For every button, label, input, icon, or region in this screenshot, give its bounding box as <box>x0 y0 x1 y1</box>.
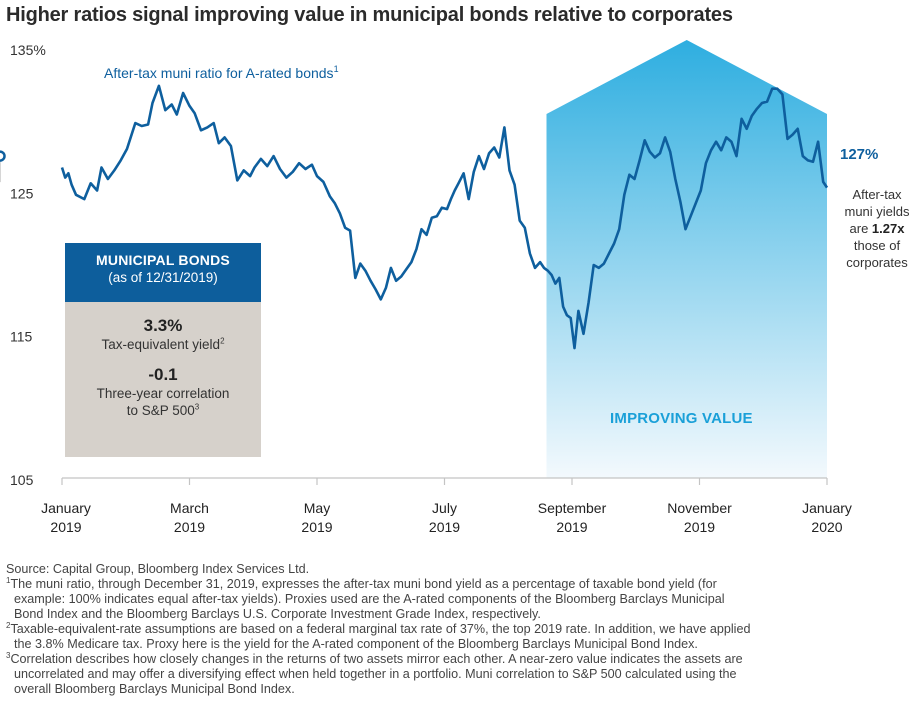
y-tick-label: 125 <box>10 185 34 201</box>
series-label: After-tax muni ratio for A-rated bonds1 <box>104 64 339 81</box>
x-tick-label-month: January <box>802 500 852 516</box>
correlation-value: -0.1 <box>148 365 178 384</box>
end-point-marker <box>0 150 6 162</box>
x-tick-label-year: 2020 <box>811 519 842 535</box>
footnotes: Source: Capital Group, Bloomberg Index S… <box>6 562 912 697</box>
y-tick-label: 115 <box>10 329 33 345</box>
footnote-3: 3Correlation describes how closely chang… <box>6 650 743 666</box>
x-tick-label-month: March <box>170 500 209 516</box>
source-note: Source: Capital Group, Bloomberg Index S… <box>6 562 310 576</box>
x-tick-label-month: September <box>538 500 607 516</box>
end-value-label: 127% <box>840 146 879 163</box>
stats-box-subheading: (as of 12/31/2019) <box>108 270 218 285</box>
municipal-bonds-stats-box: MUNICIPAL BONDS (as of 12/31/2019) 3.3% … <box>65 243 261 457</box>
chart-title: Higher ratios signal improving value in … <box>6 4 733 26</box>
tax-equivalent-yield-label: Tax-equivalent yield2 <box>101 336 225 352</box>
improving-value-region <box>546 40 827 478</box>
footnote-1-cont: Bond Index and the Bloomberg Barclays U.… <box>14 607 541 621</box>
x-tick-label-year: 2019 <box>684 519 715 535</box>
x-tick-label-year: 2019 <box>429 519 460 535</box>
footnote-1-cont: example: 100% indicates equal after-tax … <box>14 592 725 606</box>
ratio-callout: After-tax muni yields are 1.27x those of… <box>838 186 916 271</box>
x-tick-label-year: 2019 <box>50 519 81 535</box>
tax-equivalent-yield-value: 3.3% <box>143 316 183 335</box>
stats-box-body: 3.3% Tax-equivalent yield2 -0.1 Three-ye… <box>65 302 261 457</box>
callout-line: After-tax <box>852 187 902 202</box>
chart-svg: 135% 125 115 105 January 2019 March 2019 May 201… <box>0 40 852 535</box>
x-tick-label-month: November <box>667 500 732 516</box>
improving-value-label: IMPROVING VALUE <box>610 410 753 427</box>
callout-line: muni yields <box>844 204 910 219</box>
footnote-3-cont: uncorrelated and may offer a diversifyin… <box>14 667 737 681</box>
x-tick-label-month: July <box>432 500 457 516</box>
x-tick-label-year: 2019 <box>174 519 205 535</box>
callout-line: those of <box>853 238 901 253</box>
footnote-1: 1The muni ratio, through December 31, 20… <box>6 575 717 591</box>
x-tick-label-month: January <box>41 500 91 516</box>
y-tick-label: 135% <box>10 42 46 58</box>
x-tick-label-month: May <box>304 500 330 516</box>
callout-line: are 1.27x <box>849 221 905 236</box>
stats-box-heading: MUNICIPAL BONDS <box>96 252 230 268</box>
stats-box-header: MUNICIPAL BONDS (as of 12/31/2019) <box>65 243 261 302</box>
x-tick-label-year: 2019 <box>301 519 332 535</box>
footnote-2-cont: the 3.8% Medicare tax. Proxy here is the… <box>14 637 698 651</box>
callout-line: corporates <box>846 255 908 270</box>
footnote-2: 2Taxable-equivalent-rate assumptions are… <box>6 620 751 636</box>
y-tick-label: 105 <box>10 472 34 488</box>
muni-ratio-line <box>60 84 829 350</box>
footnote-3-cont: overall Bloomberg Barclays Municipal Bon… <box>14 682 295 696</box>
x-tick-label-year: 2019 <box>556 519 587 535</box>
correlation-label: Three-year correlation to S&P 5003 <box>96 386 230 418</box>
